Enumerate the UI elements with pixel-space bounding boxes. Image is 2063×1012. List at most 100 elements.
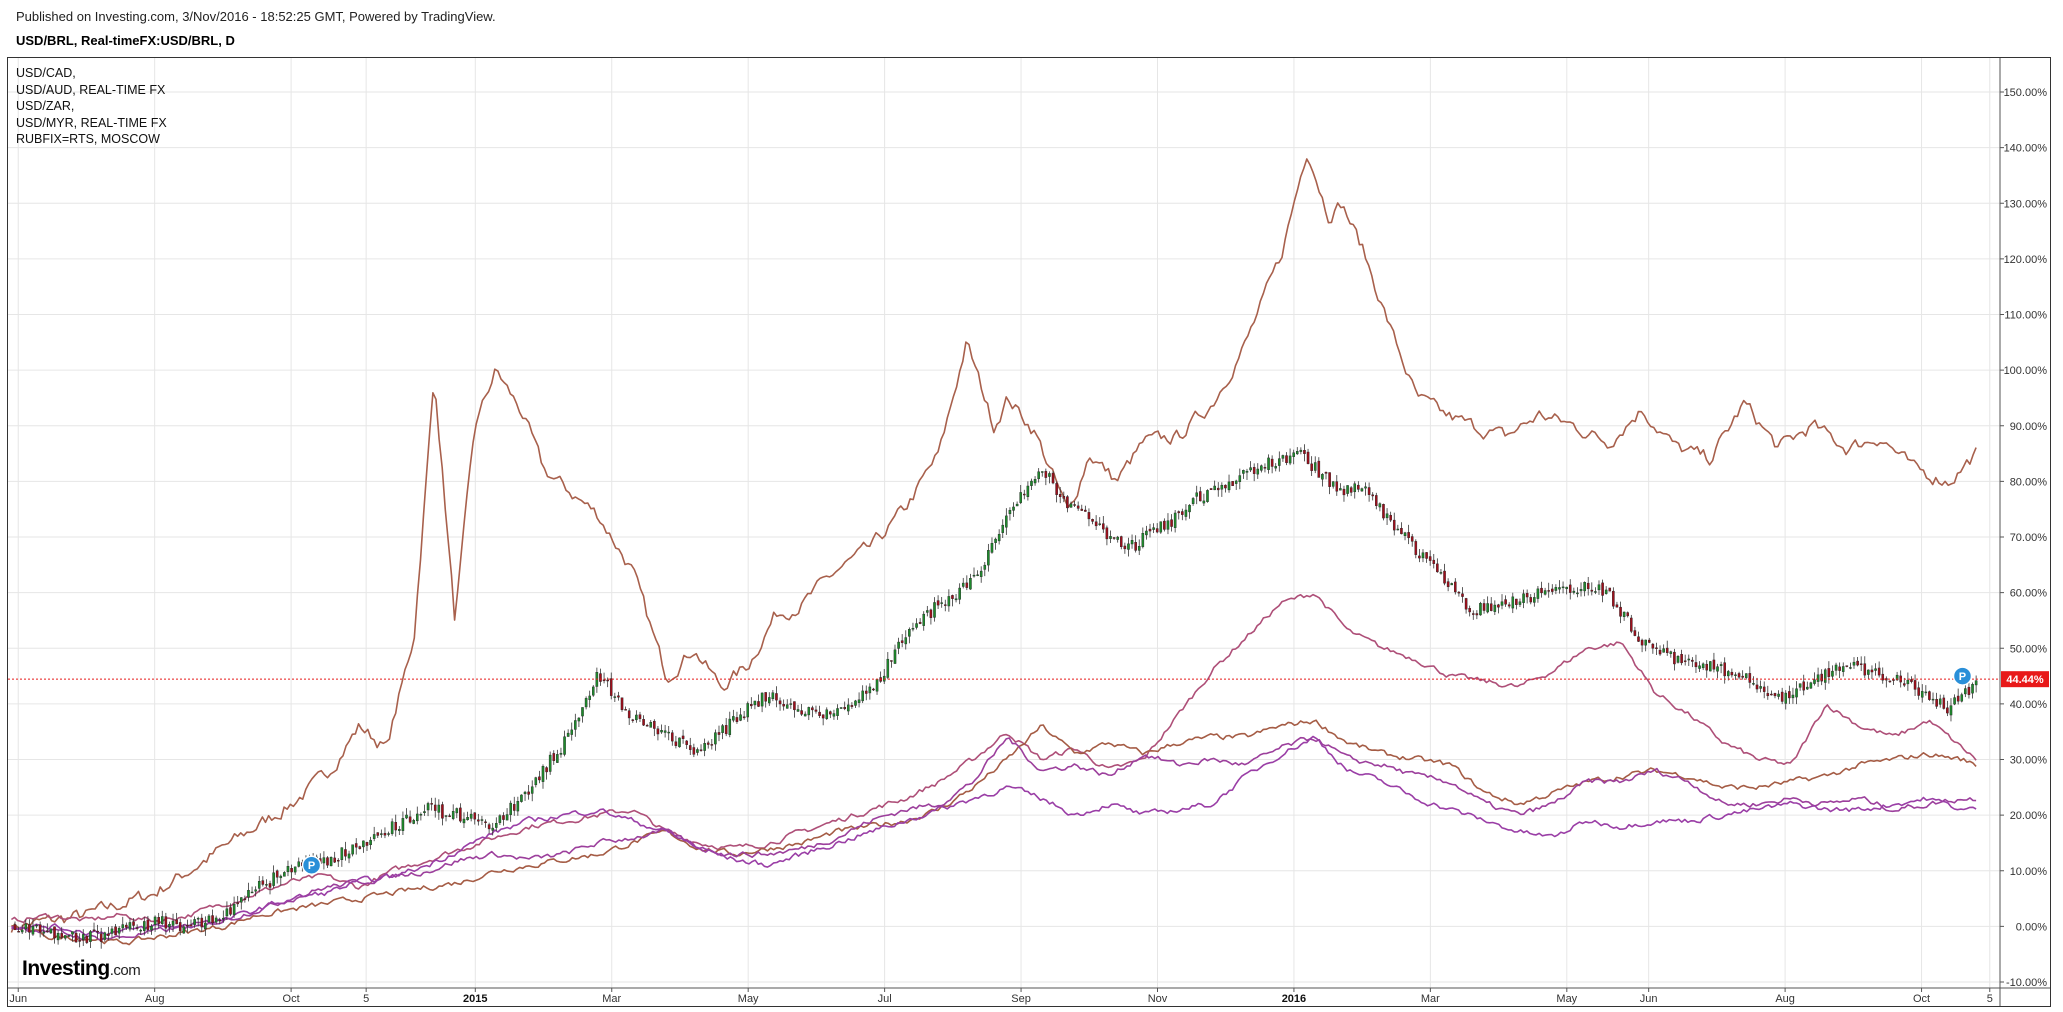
- x-tick-label: May: [1556, 993, 1577, 1005]
- candle-body: [548, 754, 552, 772]
- candle-body: [814, 709, 818, 712]
- candle-body: [1497, 604, 1500, 608]
- candle-body: [1877, 667, 1881, 676]
- x-tick-label: 2015: [463, 993, 487, 1005]
- candle-body: [1407, 532, 1410, 539]
- candle-body: [1816, 674, 1820, 682]
- legend-item[interactable]: USD/MYR, REAL-TIME FX: [16, 115, 167, 130]
- candle-body: [423, 811, 426, 814]
- candle-body: [1694, 662, 1698, 668]
- legend-item[interactable]: USD/CAD,: [16, 66, 76, 80]
- candle-body: [164, 916, 168, 929]
- candle-body: [1163, 520, 1166, 530]
- candle-body: [1924, 691, 1928, 694]
- candle-body: [947, 596, 951, 607]
- candle-body: [1698, 665, 1701, 669]
- legend-item[interactable]: RUBFIX=RTS, MOSCOW: [16, 132, 160, 147]
- candle-body: [782, 704, 785, 707]
- candle-body: [1849, 667, 1852, 669]
- logo-main: Investing: [22, 957, 110, 980]
- candle-body: [1098, 523, 1102, 525]
- candle-body: [994, 538, 997, 543]
- y-tick-label: 0.00%: [2016, 921, 2047, 933]
- investing-logo: Investing.com: [22, 957, 141, 981]
- legend-item[interactable]: USD/AUD, REAL-TIME FX: [16, 82, 166, 97]
- candle-body: [1076, 505, 1080, 509]
- candle-body: [969, 578, 972, 590]
- candle-body: [588, 695, 591, 700]
- candle-body: [473, 812, 477, 820]
- candle-body: [933, 602, 936, 618]
- event-markers[interactable]: PP: [301, 666, 1973, 875]
- candle-body: [1558, 587, 1561, 590]
- candle-body: [1971, 684, 1974, 694]
- candle-body: [753, 700, 757, 706]
- candle-body: [983, 564, 987, 570]
- candle-body: [1960, 694, 1964, 702]
- candle-body: [1561, 586, 1565, 589]
- candle-body: [1870, 669, 1874, 673]
- candle-body: [204, 922, 207, 930]
- candle-body: [49, 928, 53, 934]
- candle-body: [685, 740, 688, 745]
- candle-body: [850, 705, 854, 707]
- candle-body: [1328, 472, 1331, 487]
- event-marker[interactable]: P: [1952, 666, 1973, 686]
- x-tick-label: Jun: [9, 993, 27, 1005]
- candle-body: [114, 926, 117, 936]
- candle-body: [1741, 675, 1744, 678]
- candle-body: [951, 595, 954, 599]
- candle-body: [469, 813, 473, 819]
- candle-body: [477, 819, 480, 822]
- event-marker[interactable]: P: [301, 855, 322, 875]
- candle-body: [678, 737, 681, 748]
- candle-body: [405, 814, 408, 819]
- candle-body: [78, 939, 81, 942]
- candle-body: [764, 692, 767, 702]
- candle-body: [638, 714, 642, 719]
- candle-body: [574, 720, 577, 730]
- candle-body: [1543, 590, 1547, 595]
- y-tick-label: -10.00%: [2006, 977, 2047, 989]
- candle-body: [1604, 589, 1608, 594]
- candle-body: [1633, 630, 1637, 636]
- candle-body: [836, 708, 839, 716]
- candle-body: [196, 917, 200, 920]
- candle-body: [1313, 462, 1317, 471]
- candle-body: [1188, 504, 1191, 513]
- candle-body: [322, 857, 326, 864]
- candle-body: [225, 908, 229, 917]
- candle-body: [369, 839, 372, 846]
- candle-body: [20, 929, 24, 933]
- candle-body: [746, 703, 750, 718]
- legend-item[interactable]: USD/ZAR,: [16, 99, 75, 114]
- x-tick-label: Oct: [283, 993, 300, 1005]
- candle-body: [1579, 589, 1583, 592]
- candle-body: [875, 679, 879, 692]
- candle-body: [653, 720, 656, 729]
- candle-body: [1673, 651, 1676, 665]
- candle-body: [847, 704, 850, 712]
- candle-body: [354, 843, 358, 848]
- candle-body: [1234, 480, 1238, 484]
- candle-body: [117, 927, 121, 934]
- comparison-series: [10, 158, 1977, 946]
- candle-body: [1177, 511, 1181, 514]
- candle-body: [918, 621, 922, 624]
- candle-body: [38, 924, 42, 933]
- candle-body: [1615, 604, 1619, 608]
- candle-body: [1500, 601, 1504, 606]
- candle-body: [843, 706, 846, 710]
- x-tick-label: Aug: [1775, 993, 1795, 1005]
- candle-body: [979, 570, 983, 577]
- candle-body: [505, 814, 509, 821]
- candle-body: [1917, 687, 1920, 696]
- candle-body: [897, 641, 900, 649]
- candle-body: [125, 924, 128, 928]
- y-tick-label: 20.00%: [2010, 810, 2048, 822]
- candle-body: [1475, 613, 1479, 616]
- candle-body: [283, 872, 286, 877]
- candle-body: [1094, 521, 1098, 527]
- candle-body: [1357, 484, 1360, 490]
